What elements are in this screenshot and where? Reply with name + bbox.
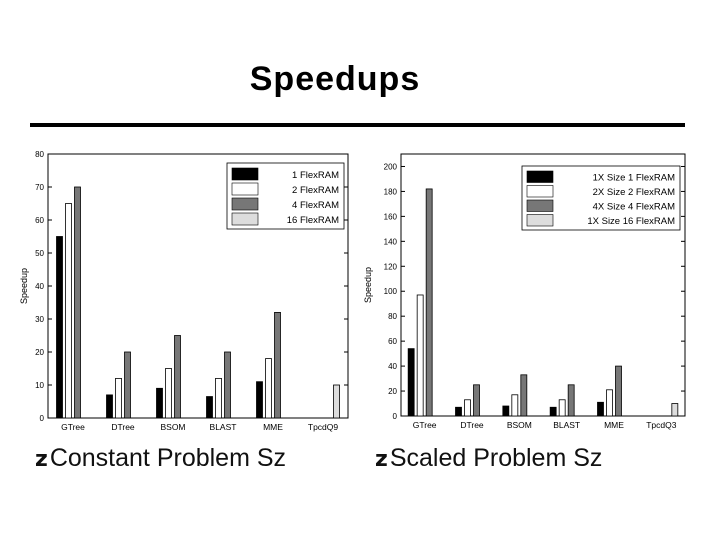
bar-bsom-series-3 (174, 335, 181, 419)
y-tick-label: 100 (384, 287, 398, 296)
x-tick-label: GTree (61, 422, 85, 432)
bar-bsom-series-2 (165, 368, 172, 419)
legend-swatch-2 (231, 182, 259, 196)
bar-mme-series-3 (274, 311, 281, 419)
y-tick-label: 60 (388, 337, 397, 346)
legend-label-4: 16 FlexRAM (287, 215, 339, 226)
bar-mme-series-2 (606, 389, 613, 417)
caption-scaled-problem-size: zScaled Problem Sz (375, 444, 602, 473)
y-axis-label: Speedup (363, 267, 373, 303)
legend-swatch-4 (526, 214, 554, 227)
bar-bsom-series-2 (511, 394, 519, 417)
legend-label-3: 4X Size 4 FlexRAM (593, 202, 675, 213)
x-tick-label: BLAST (553, 420, 580, 430)
y-tick-label: 70 (35, 183, 44, 192)
y-tick-label: 50 (35, 249, 44, 258)
bar-blast-series-3 (567, 384, 575, 417)
y-tick-label: 200 (384, 162, 398, 171)
y-tick-label: 10 (35, 381, 44, 390)
y-tick-label: 20 (388, 387, 397, 396)
constant-problem-size-chart: 0 10 20 30 40 50 60 70 80 Speedup GTree DTree BSOM BL… (19, 150, 349, 432)
legend-label-3: 4 FlexRAM (292, 200, 339, 211)
y-tick-label: 140 (384, 237, 398, 246)
x-tick-label: GTree (413, 420, 437, 430)
x-tick-label: MME (604, 420, 624, 430)
y-tick-label: 180 (384, 187, 398, 196)
bar-blast-series-2 (215, 377, 222, 419)
legend-swatch-3 (526, 199, 554, 212)
bullet-icon: z (35, 447, 48, 472)
y-tick-label: 80 (35, 150, 44, 159)
y-tick-label: 20 (35, 348, 44, 357)
bar-blast-series-2 (558, 399, 566, 417)
caption-text: Scaled Problem Sz (389, 444, 603, 472)
bullet-icon: z (375, 447, 388, 472)
bar-gtree-series-2 (65, 203, 72, 419)
bar-gtree-series-2 (416, 294, 424, 417)
legend-swatch-2 (526, 185, 554, 198)
legend-label-2: 2 FlexRAM (292, 185, 339, 196)
bar-mme-series-3 (615, 365, 622, 417)
legend-label-1: 1X Size 1 FlexRAM (593, 173, 675, 184)
x-tick-label: DTree (460, 420, 484, 430)
bar-tpcdq9-series-4 (333, 384, 340, 419)
x-tick-label: TpcdQ9 (308, 422, 339, 432)
y-axis-label: Speedup (19, 268, 29, 304)
bar-dtree-series-1 (106, 394, 113, 419)
bar-gtree-series-3 (425, 188, 433, 417)
caption-text: Constant Problem Sz (49, 444, 287, 472)
bar-mme-series-2 (265, 358, 272, 419)
bar-tpcdq3-series-4 (671, 403, 679, 417)
legend-label-4: 1X Size 16 FlexRAM (587, 216, 675, 227)
y-tick-label: 60 (35, 216, 44, 225)
legend-swatch-3 (231, 197, 259, 211)
title-divider (30, 123, 685, 127)
x-tick-label: BSOM (507, 420, 532, 430)
legend-swatch-1 (526, 170, 554, 183)
bar-dtree-series-2 (464, 399, 471, 417)
bar-blast-series-1 (549, 406, 557, 417)
bar-gtree-series-3 (74, 186, 81, 419)
bar-mme-series-1 (256, 381, 263, 419)
y-tick-label: 160 (384, 212, 398, 221)
x-tick-label: MME (263, 422, 283, 432)
legend-label-2: 2X Size 2 FlexRAM (593, 187, 675, 198)
caption-constant-problem-size: zConstant Problem Sz (35, 444, 286, 473)
bar-mme-series-1 (597, 401, 604, 417)
bar-gtree-series-1 (407, 348, 415, 417)
y-tick-label: 40 (35, 282, 44, 291)
bar-dtree-series-2 (115, 377, 122, 419)
legend-label-1: 1 FlexRAM (292, 170, 339, 181)
y-tick-label: 80 (388, 312, 397, 321)
scaled-problem-size-chart: 0 20 40 60 80 100 120 140 160 180 200 Speedup GTree D… (363, 153, 686, 430)
bar-bsom-series-1 (156, 387, 163, 419)
y-tick-label: 30 (35, 315, 44, 324)
bar-dtree-series-1 (455, 406, 462, 417)
x-tick-label: TpcdQ3 (646, 420, 677, 430)
bar-blast-series-1 (206, 396, 213, 419)
bar-blast-series-3 (224, 351, 231, 419)
x-tick-label: DTree (111, 422, 135, 432)
y-tick-label: 0 (393, 412, 398, 421)
bar-gtree-series-1 (56, 236, 63, 419)
y-tick-label: 120 (384, 262, 398, 271)
y-tick-label: 40 (388, 362, 397, 371)
x-tick-label: BLAST (210, 422, 237, 432)
bar-bsom-series-1 (502, 405, 510, 417)
bar-bsom-series-3 (520, 374, 528, 417)
x-tick-label: BSOM (160, 422, 185, 432)
bar-dtree-series-3 (124, 351, 131, 419)
slide-title: Speedups (249, 60, 421, 98)
y-tick-label: 0 (40, 414, 45, 423)
legend-swatch-4 (231, 212, 259, 226)
bar-dtree-series-3 (473, 384, 480, 417)
legend-swatch-1 (231, 167, 259, 181)
